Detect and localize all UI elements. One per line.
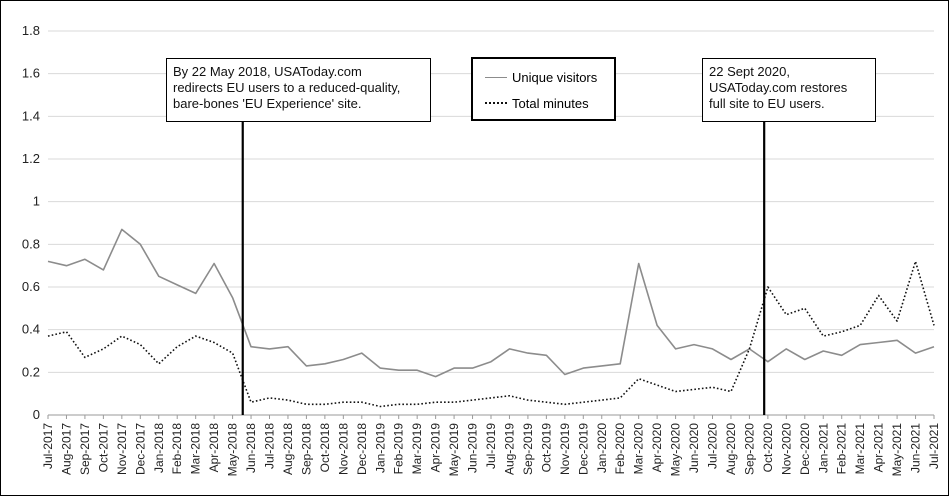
- legend-swatch-solid: [485, 76, 507, 78]
- x-tick-label: Jun-2021: [909, 423, 923, 473]
- x-tick-label: Jan-2021: [816, 423, 830, 473]
- x-tick-label: Apr-2021: [872, 423, 886, 473]
- x-tick-label: Nov-2018: [336, 423, 350, 475]
- series-line-total-minutes: [47, 260, 935, 408]
- series-lines: [47, 228, 935, 408]
- y-tick-label: 0.4: [22, 322, 40, 337]
- x-tick-label: Dec-2020: [798, 423, 812, 475]
- annotation-line: 22 Sept 2020,: [709, 64, 790, 79]
- x-tick-label: Jan-2019: [373, 423, 387, 473]
- x-tick-label: Jun-2019: [466, 423, 480, 473]
- x-tick-label: Oct-2020: [761, 423, 775, 473]
- x-tick-label: Feb-2018: [170, 423, 184, 475]
- x-tick-label: Feb-2021: [835, 423, 849, 475]
- x-tick-label: Dec-2017: [133, 423, 147, 475]
- x-tick-label: Nov-2017: [115, 423, 129, 475]
- x-tick-label: Feb-2019: [392, 423, 406, 475]
- y-tick-label: 1.2: [22, 151, 40, 166]
- legend-label: Total minutes: [512, 95, 589, 111]
- x-tick-label: Mar-2021: [853, 423, 867, 475]
- x-tick-label: Aug-2017: [59, 423, 73, 475]
- legend-label: Unique visitors: [512, 69, 598, 85]
- x-tick-label: Sep-2017: [78, 423, 92, 475]
- legend-swatch-dotted: [485, 102, 507, 104]
- x-tick-label: Oct-2019: [539, 423, 553, 473]
- x-tick-label: Aug-2020: [724, 423, 738, 475]
- x-tick-label: May-2021: [890, 423, 904, 477]
- y-axis-ticks: 0 0.2 0.4 0.6 0.8 1 1.2 1.4 1.6 1.8: [22, 23, 40, 422]
- annotation-line: redirects EU users to a reduced-quality,: [173, 80, 401, 95]
- x-tick-label: Mar-2020: [632, 423, 646, 475]
- y-tick-label: 0.6: [22, 279, 40, 294]
- legend-item-total-minutes: Total minutes: [485, 95, 589, 111]
- x-tick-label: Dec-2019: [576, 423, 590, 475]
- annotation-eu-restore: 22 Sept 2020, USAToday.com restores full…: [702, 58, 876, 122]
- y-tick-label: 0: [33, 407, 40, 422]
- x-tick-label: Aug-2018: [281, 423, 295, 475]
- x-tick-label: Apr-2020: [650, 423, 664, 473]
- x-tick-label: Sep-2020: [742, 423, 756, 475]
- x-tick-label: May-2018: [226, 423, 240, 477]
- x-tick-label: Oct-2018: [318, 423, 332, 473]
- x-tick-label: Sep-2018: [299, 423, 313, 475]
- annotation-line: bare-bones 'EU Experience' site.: [173, 96, 362, 111]
- x-tick-label: Jun-2020: [687, 423, 701, 473]
- x-tick-label: Jul-2019: [484, 423, 498, 469]
- x-tick-label: Nov-2020: [779, 423, 793, 475]
- y-tick-label: 0.2: [22, 364, 40, 379]
- x-tick-label: Apr-2018: [207, 423, 221, 473]
- series-line-unique-visitors: [47, 228, 935, 378]
- x-tick-label: Jul-2017: [41, 423, 55, 469]
- x-tick-label: Nov-2019: [558, 423, 572, 475]
- annotation-eu-redirect: By 22 May 2018, USAToday.com redirects E…: [166, 58, 431, 122]
- x-tick-label: Feb-2020: [613, 423, 627, 475]
- x-tick-label: Jan-2018: [152, 423, 166, 473]
- legend-item-unique-visitors: Unique visitors: [485, 69, 597, 85]
- x-tick-label: Aug-2019: [502, 423, 516, 475]
- event-markers: [241, 122, 766, 415]
- x-tick-label: May-2019: [447, 423, 461, 477]
- y-tick-label: 1.8: [22, 23, 40, 38]
- y-tick-label: 1.4: [22, 108, 40, 123]
- x-tick-label: Jun-2018: [244, 423, 258, 473]
- x-axis-ticks: Jul-2017 Aug-2017 Sep-2017 Oct-2017 Nov-2017…: [41, 415, 941, 476]
- chart-legend: Unique visitors Total minutes: [471, 57, 616, 121]
- x-tick-label: Jul-2018: [263, 423, 277, 469]
- x-tick-label: Dec-2018: [355, 423, 369, 475]
- x-tick-label: Mar-2019: [410, 423, 424, 475]
- x-tick-label: Mar-2018: [189, 423, 203, 475]
- x-tick-label: May-2020: [669, 423, 683, 477]
- annotation-line: USAToday.com restores: [709, 80, 848, 95]
- x-tick-label: Jul-2021: [927, 423, 941, 469]
- y-tick-label: 1: [33, 194, 40, 209]
- x-tick-label: Jul-2020: [706, 423, 720, 469]
- annotation-line: full site to EU users.: [709, 96, 825, 111]
- x-tick-label: Apr-2019: [429, 423, 443, 473]
- annotation-line: By 22 May 2018, USAToday.com: [173, 64, 362, 79]
- x-tick-label: Jan-2020: [595, 423, 609, 473]
- x-tick-label: Sep-2019: [521, 423, 535, 475]
- y-tick-label: 1.6: [22, 66, 40, 81]
- y-tick-label: 0.8: [22, 236, 40, 251]
- x-tick-label: Oct-2017: [96, 423, 110, 473]
